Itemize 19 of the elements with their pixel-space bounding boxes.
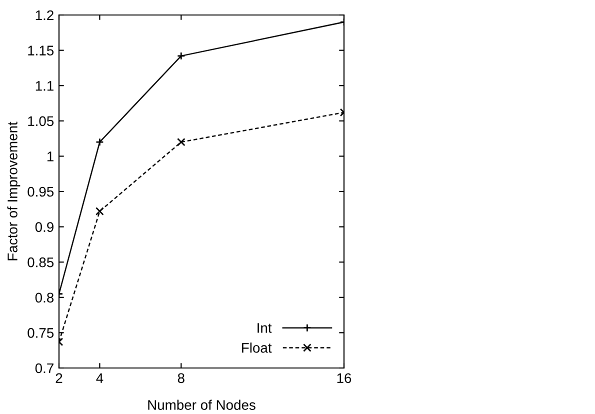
y-tick-label: 1.05: [28, 116, 54, 126]
x-tick-label: 2: [56, 373, 62, 383]
y-tick-label: 0.75: [28, 328, 54, 338]
x-tick-label: 16: [337, 373, 352, 384]
y-tick-label: 0.7: [35, 363, 54, 374]
x-tick-label: 4: [96, 373, 104, 383]
y-tick-label: 1.1: [36, 81, 54, 91]
y-tick-label: 1: [47, 152, 54, 162]
legend-label: Float: [242, 342, 272, 353]
x-axis-title: Number of Nodes: [148, 400, 256, 410]
y-tick-label: 0.85: [28, 257, 54, 268]
legend-label: Int: [258, 323, 272, 333]
x-tick-label: 8: [178, 373, 184, 384]
y-tick-label: 0.95: [28, 186, 54, 197]
y-tick-label: 0.8: [35, 292, 54, 303]
y-tick-label: 1.15: [28, 46, 54, 56]
y-tick-label: 1.2: [36, 10, 54, 20]
y-axis-title: Factor of Improvement: [7, 122, 20, 260]
y-tick-label: 0.9: [35, 222, 54, 232]
